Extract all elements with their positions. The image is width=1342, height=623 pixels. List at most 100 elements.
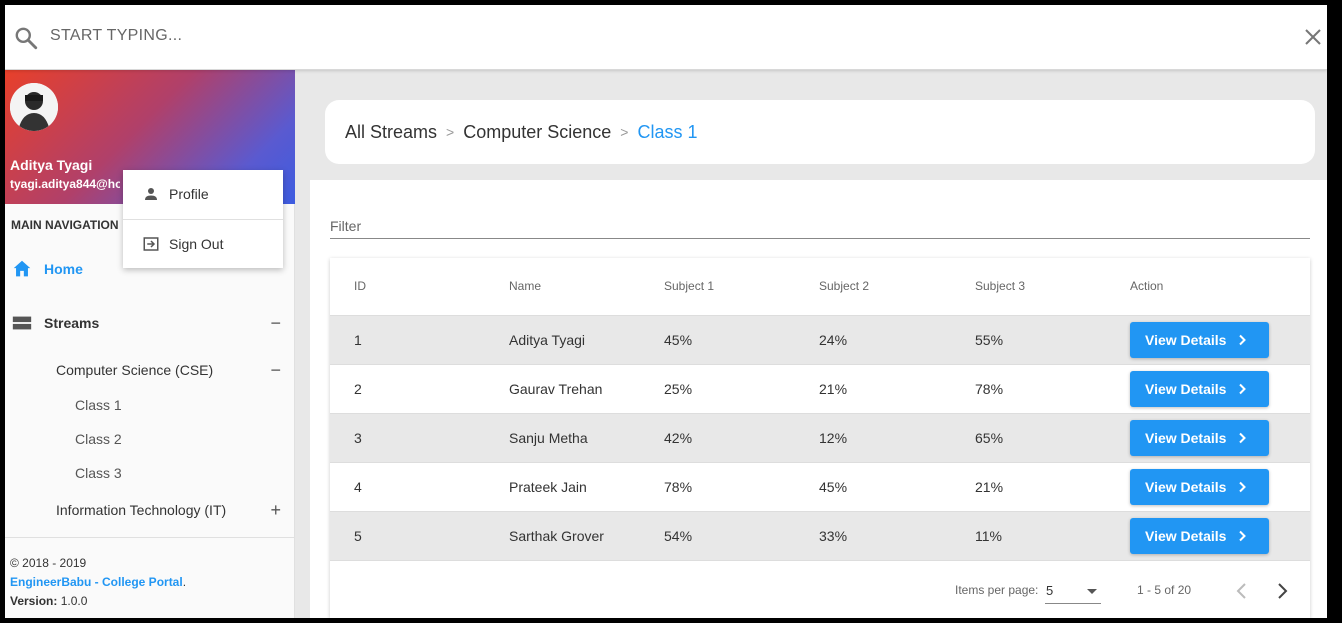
- cell-id: 2: [330, 364, 509, 414]
- view-stream-icon: [12, 316, 32, 330]
- sidebar-item-streams[interactable]: Streams −: [11, 311, 281, 335]
- table-row: 3 Sanju Metha 42% 12% 65% View Details: [330, 413, 1310, 463]
- cell-subject-2: 45%: [819, 462, 975, 512]
- copyright: © 2018 - 2019: [10, 556, 87, 570]
- view-details-button[interactable]: View Details: [1130, 321, 1269, 358]
- sidebar-item-cse[interactable]: Computer Science (CSE) −: [56, 358, 281, 382]
- items-per-page-select[interactable]: 5: [1045, 578, 1101, 604]
- table-row: 1 Aditya Tyagi 45% 24% 55% View Details: [330, 315, 1310, 365]
- expand-icon[interactable]: +: [270, 499, 281, 520]
- breadcrumb-item-all-streams[interactable]: All Streams: [345, 121, 438, 142]
- column-header-subject-1: Subject 1: [664, 258, 819, 316]
- cell-action: View Details: [1130, 462, 1310, 512]
- nav-header: MAIN NAVIGATION: [11, 218, 119, 232]
- cell-name: Gaurav Trehan: [509, 364, 664, 414]
- cell-name: Aditya Tyagi: [509, 315, 664, 365]
- filter-underline: [330, 238, 1310, 239]
- breadcrumb-item-computer-science[interactable]: Computer Science: [463, 121, 612, 142]
- breadcrumb-item-class-1: Class 1: [637, 121, 698, 142]
- students-table: ID Name Subject 1 Subject 2 Subject 3 Ac…: [330, 258, 1310, 618]
- paginator: Items per page: 5 1 - 5 of 20: [330, 561, 1310, 618]
- cell-action: View Details: [1130, 413, 1310, 463]
- column-header-id: ID: [330, 258, 509, 316]
- chevron-right-icon: [1239, 481, 1247, 492]
- collapse-icon[interactable]: −: [270, 359, 281, 380]
- chevron-right-icon[interactable]: [1270, 579, 1294, 603]
- cell-id: 5: [330, 511, 509, 561]
- sidebar-item-label: Computer Science (CSE): [56, 362, 214, 378]
- home-icon: [13, 260, 31, 277]
- sidebar-item-home[interactable]: Home: [11, 257, 291, 281]
- user-name[interactable]: Aditya Tyagi: [10, 157, 93, 173]
- menu-item-label: Sign Out: [169, 236, 224, 252]
- filter-input[interactable]: Filter: [330, 218, 362, 234]
- search-bar: [5, 5, 1327, 70]
- cell-subject-1: 45%: [664, 315, 819, 365]
- sidebar-item-label: Home: [44, 261, 83, 277]
- avatar-image: [10, 83, 58, 131]
- breadcrumb-separator: >: [446, 124, 455, 140]
- breadcrumb-separator: >: [620, 124, 629, 140]
- cell-name: Prateek Jain: [509, 462, 664, 512]
- sidebar-item-class-1[interactable]: Class 1: [75, 397, 122, 413]
- cell-subject-3: 11%: [975, 511, 1130, 561]
- view-details-button[interactable]: View Details: [1130, 370, 1269, 407]
- collapse-icon[interactable]: −: [270, 312, 281, 333]
- button-label: View Details: [1145, 527, 1227, 544]
- button-label: View Details: [1145, 478, 1227, 495]
- column-header-subject-3: Subject 3: [975, 258, 1130, 316]
- view-details-button[interactable]: View Details: [1130, 517, 1269, 554]
- search-input[interactable]: [50, 23, 1250, 49]
- menu-item-sign-out[interactable]: Sign Out: [123, 220, 283, 268]
- column-header-action: Action: [1130, 258, 1310, 316]
- cell-action: View Details: [1130, 511, 1310, 561]
- avatar[interactable]: [10, 83, 58, 131]
- cell-subject-3: 21%: [975, 462, 1130, 512]
- sign-out-icon: [143, 237, 159, 251]
- cell-id: 1: [330, 315, 509, 365]
- sidebar-footer: © 2018 - 2019 EngineerBabu - College Por…: [10, 554, 186, 611]
- items-per-page-label: Items per page:: [955, 583, 1039, 597]
- menu-item-profile[interactable]: Profile: [123, 170, 283, 218]
- cell-subject-1: 54%: [664, 511, 819, 561]
- cell-subject-2: 24%: [819, 315, 975, 365]
- sidebar-divider: [5, 537, 295, 538]
- cell-name: Sanju Metha: [509, 413, 664, 463]
- menu-divider: [123, 219, 283, 220]
- button-label: View Details: [1145, 429, 1227, 446]
- sidebar: Aditya Tyagi tyagi.aditya844@hotmail.com…: [5, 70, 295, 618]
- user-email: tyagi.aditya844@hotmail.com: [10, 177, 120, 191]
- column-header-subject-2: Subject 2: [819, 258, 975, 316]
- cell-subject-1: 78%: [664, 462, 819, 512]
- sidebar-item-it[interactable]: Information Technology (IT) +: [56, 498, 281, 522]
- button-label: View Details: [1145, 380, 1227, 397]
- cell-subject-2: 33%: [819, 511, 975, 561]
- portal-suffix: .: [182, 575, 187, 589]
- cell-id: 4: [330, 462, 509, 512]
- sidebar-item-label: Streams: [44, 315, 100, 331]
- chevron-right-icon: [1239, 383, 1247, 394]
- chevron-left-icon[interactable]: [1230, 579, 1254, 603]
- view-details-button[interactable]: View Details: [1130, 468, 1269, 505]
- chevron-right-icon: [1239, 530, 1247, 541]
- profile-menu: Profile Sign Out: [123, 170, 283, 268]
- page-size-value: 5: [1046, 583, 1054, 598]
- table-row: 2 Gaurav Trehan 25% 21% 78% View Details: [330, 364, 1310, 414]
- sidebar-item-label: Information Technology (IT): [56, 502, 227, 518]
- cell-action: View Details: [1130, 364, 1310, 414]
- cell-subject-3: 65%: [975, 413, 1130, 463]
- breadcrumb: All Streams > Computer Science > Class 1: [325, 100, 1315, 164]
- page-range-label: 1 - 5 of 20: [1137, 583, 1192, 597]
- close-icon[interactable]: [1301, 25, 1325, 49]
- search-icon: [15, 27, 38, 50]
- dropdown-arrow-icon: [1087, 589, 1097, 594]
- sidebar-item-class-2[interactable]: Class 2: [75, 431, 122, 447]
- cell-subject-1: 42%: [664, 413, 819, 463]
- portal-link[interactable]: EngineerBabu - College Portal: [10, 575, 183, 589]
- sidebar-item-class-3[interactable]: Class 3: [75, 465, 122, 481]
- person-icon: [145, 188, 157, 200]
- view-details-button[interactable]: View Details: [1130, 419, 1269, 456]
- app-frame: Aditya Tyagi tyagi.aditya844@hotmail.com…: [5, 5, 1327, 618]
- version-label: Version:: [10, 594, 58, 608]
- main-content: Filter ID Name Subject 1 Subject 2 Subje…: [310, 180, 1327, 618]
